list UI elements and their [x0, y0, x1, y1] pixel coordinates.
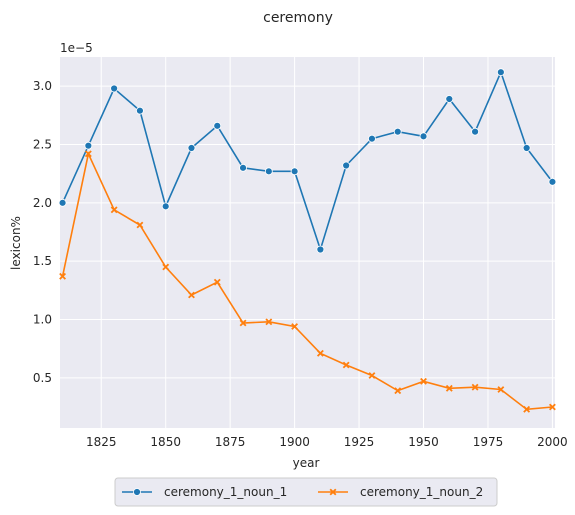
- y-tick-label: 2.5: [33, 138, 52, 152]
- series-line-1: [61, 69, 554, 253]
- data-point: [187, 144, 196, 152]
- data-point: [548, 403, 556, 411]
- data-point: [136, 106, 144, 115]
- data-point: [213, 121, 222, 130]
- data-point: [368, 134, 376, 143]
- data-point: [188, 291, 195, 299]
- data-point: [59, 272, 67, 280]
- y-axis-ticks: 0.5 1.0 1.5 2.0 2.5 3.0: [33, 79, 52, 385]
- data-point: [110, 206, 118, 214]
- legend-marker: [329, 488, 337, 496]
- y-tick-label: 3.0: [33, 79, 52, 93]
- data-point: [265, 318, 273, 326]
- grid-lines: [60, 57, 555, 428]
- x-axis-ticks: 1825 1850 1875 1900 1925 1950 1975 2000: [86, 435, 568, 449]
- data-point: [316, 349, 324, 357]
- data-point: [58, 198, 67, 207]
- data-point: [136, 221, 144, 229]
- data-point: [239, 319, 247, 327]
- data-point: [471, 383, 479, 391]
- data-point: [213, 278, 221, 286]
- x-tick-label: 1825: [86, 435, 117, 449]
- y-axis-exponent: 1e−5: [60, 41, 93, 55]
- data-point: [342, 361, 350, 369]
- data-point: [471, 127, 479, 136]
- legend-label: ceremony_1_noun_1: [164, 485, 287, 499]
- x-tick-label: 1925: [344, 435, 375, 449]
- y-tick-label: 1.5: [33, 254, 52, 268]
- x-tick-label: 1900: [279, 435, 310, 449]
- data-point: [368, 372, 376, 379]
- x-tick-label: 1975: [473, 435, 504, 449]
- x-axis-label: year: [293, 456, 320, 470]
- data-point: [291, 323, 299, 330]
- data-point: [420, 377, 427, 385]
- x-tick-label: 1875: [215, 435, 246, 449]
- plot-area: [60, 57, 555, 428]
- series-line-2: [61, 151, 553, 411]
- data-point: [162, 263, 170, 271]
- data-point: [264, 167, 273, 176]
- data-point: [84, 141, 93, 150]
- data-point: [393, 127, 402, 136]
- data-point: [445, 95, 454, 103]
- legend-label: ceremony_1_noun_2: [360, 485, 483, 499]
- data-point: [342, 161, 351, 170]
- data-point: [522, 144, 531, 152]
- data-point: [161, 202, 170, 211]
- x-tick-label: 1850: [150, 435, 181, 449]
- data-point: [290, 167, 299, 176]
- data-point: [110, 84, 119, 93]
- chart-title: ceremony: [263, 10, 333, 26]
- data-point: [239, 163, 247, 172]
- legend-box: [114, 477, 498, 507]
- legend-marker: [133, 488, 141, 496]
- data-point: [523, 405, 531, 413]
- y-tick-label: 1.0: [33, 313, 52, 327]
- y-tick-label: 0.5: [33, 371, 52, 385]
- legend: ceremony_1_noun_1 ceremony_1_noun_2: [114, 477, 498, 507]
- data-point: [394, 387, 402, 395]
- data-point: [316, 245, 325, 254]
- data-point: [497, 386, 505, 393]
- data-point: [548, 177, 557, 186]
- data-point: [445, 384, 453, 392]
- y-axis-label: lexicon%: [9, 216, 23, 270]
- series-group: [58, 68, 557, 413]
- x-tick-label: 1950: [408, 435, 439, 449]
- data-point: [84, 150, 92, 158]
- data-point: [419, 132, 428, 141]
- y-tick-label: 2.0: [33, 196, 52, 210]
- data-point: [496, 68, 505, 77]
- x-tick-label: 2000: [537, 435, 568, 449]
